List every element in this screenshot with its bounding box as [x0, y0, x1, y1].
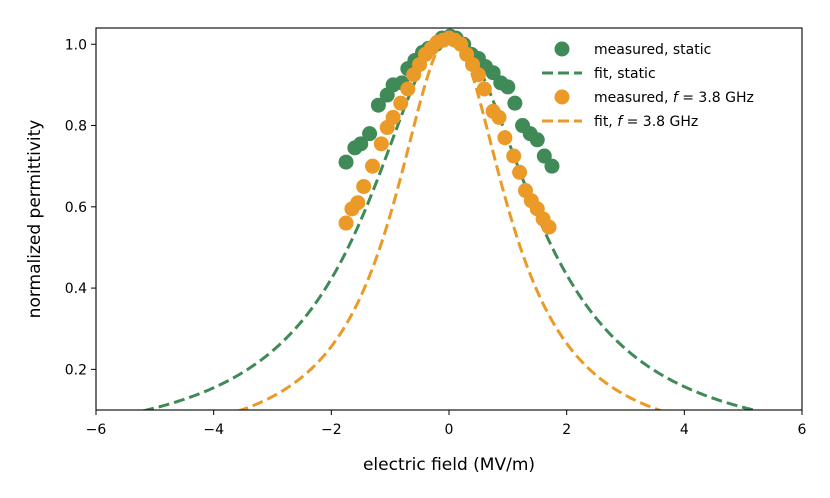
y-tick-label: 0.2	[65, 362, 87, 378]
data-point	[365, 158, 381, 174]
data-point	[491, 109, 507, 125]
data-point	[544, 158, 560, 174]
data-point	[529, 132, 545, 148]
data-point	[507, 95, 523, 111]
data-point	[506, 148, 522, 164]
y-tick-label: 0.4	[65, 281, 87, 297]
data-point	[536, 148, 552, 164]
data-point	[476, 81, 492, 97]
legend-item-2: fit, static	[542, 66, 656, 82]
data-point	[338, 154, 354, 170]
x-tick-label: −4	[203, 422, 224, 438]
legend-label: fit, static	[594, 66, 656, 82]
legend-item-1: measured, static	[554, 41, 711, 58]
scatter-series-1	[338, 28, 560, 174]
legend-item-4: fit, f = 3.8 GHz	[542, 114, 698, 130]
data-point	[470, 67, 486, 83]
scatter-series-2	[338, 30, 557, 235]
y-tick-label: 0.6	[65, 200, 87, 216]
data-point	[400, 81, 416, 97]
legend: measured, static fit, static measured, f =…	[542, 41, 754, 130]
data-point	[338, 215, 354, 231]
x-axis-label: electric field (MV/m)	[363, 455, 535, 475]
y-axis-label: normalized permittivity	[25, 120, 45, 319]
x-tick-label: 0	[445, 422, 454, 438]
x-tick-label: −2	[321, 422, 342, 438]
x-axis: −6 −4 −2 0 2 4 6	[86, 410, 807, 438]
legend-label: measured, f = 3.8 GHz	[594, 90, 754, 106]
y-tick-label: 1.0	[65, 37, 87, 53]
data-point	[541, 219, 557, 235]
legend-label: measured, static	[594, 42, 711, 58]
x-tick-label: 2	[562, 422, 571, 438]
plot-area	[140, 28, 761, 410]
data-point	[393, 95, 409, 111]
data-point	[362, 126, 378, 142]
x-tick-label: 4	[680, 422, 689, 438]
data-point	[373, 136, 389, 152]
legend-item-3: measured, f = 3.8 GHz	[554, 89, 754, 106]
fit-line-1	[140, 34, 761, 410]
legend-label: fit, f = 3.8 GHz	[594, 114, 698, 130]
data-point	[350, 195, 366, 211]
x-tick-label: 6	[798, 422, 807, 438]
y-axis: 0.2 0.4 0.6 0.8 1.0	[65, 37, 96, 378]
data-point	[370, 97, 386, 113]
axes-frame	[95, 27, 803, 411]
data-point	[356, 178, 372, 194]
data-point	[497, 130, 513, 146]
legend-marker	[554, 89, 570, 105]
data-point	[512, 164, 528, 180]
data-point	[353, 136, 369, 152]
data-point	[385, 109, 401, 125]
x-tick-label: −6	[86, 422, 107, 438]
data-point	[500, 79, 516, 95]
y-tick-label: 0.8	[65, 119, 87, 135]
legend-marker	[554, 41, 570, 57]
